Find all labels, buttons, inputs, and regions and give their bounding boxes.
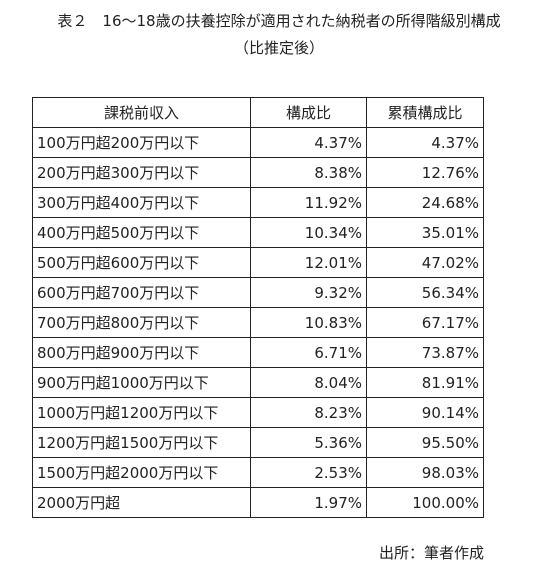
percentage: 73.87%	[366, 337, 484, 368]
percentage: 12.01%	[250, 247, 367, 278]
percentage: 56.34%	[366, 277, 484, 308]
percentage: 81.91%	[366, 367, 484, 398]
table-row: 700万円超800万円以下 10.83% 67.17%	[32, 307, 484, 338]
percentage: 11.92%	[250, 187, 367, 218]
income-bracket: 400万円超500万円以下	[32, 217, 251, 248]
income-bracket: 1200万円超1500万円以下	[32, 427, 251, 458]
percentage: 67.17%	[366, 307, 484, 338]
table-row: 100万円超200万円以下 4.37% 4.37%	[32, 127, 484, 158]
percentage: 8.38%	[250, 157, 367, 188]
table-row: 400万円超500万円以下 10.34% 35.01%	[32, 217, 484, 248]
percentage: 1.97%	[250, 487, 367, 518]
percentage: 90.14%	[366, 397, 484, 428]
table-row: 1200万円超1500万円以下 5.36% 95.50%	[32, 427, 484, 458]
percentage: 2.53%	[250, 457, 367, 488]
income-bracket: 700万円超800万円以下	[32, 307, 251, 338]
table-row: 900万円超1000万円以下 8.04% 81.91%	[32, 367, 484, 398]
subtitle: （比推定後）	[233, 39, 324, 57]
percentage: 12.76%	[366, 157, 484, 188]
table-row: 800万円超900万円以下 6.71% 73.87%	[32, 337, 484, 368]
percentage: 35.01%	[366, 217, 484, 248]
percentage: 10.34%	[250, 217, 367, 248]
income-bracket: 600万円超700万円以下	[32, 277, 251, 308]
table-row: 300万円超400万円以下 11.92% 24.68%	[32, 187, 484, 218]
percentage: 4.37%	[250, 127, 367, 158]
percentage: 47.02%	[366, 247, 484, 278]
income-bracket: 1500万円超2000万円以下	[32, 457, 251, 488]
column-header: 構成比	[250, 97, 367, 128]
income-bracket: 2000万円超	[32, 487, 251, 518]
header-row: 課税前収入 構成比 累積構成比	[32, 97, 484, 128]
table-row: 200万円超300万円以下 8.38% 12.76%	[32, 157, 484, 188]
percentage: 8.23%	[250, 397, 367, 428]
table-row: 500万円超600万円以下 12.01% 47.02%	[32, 247, 484, 278]
column-header: 課税前収入	[32, 97, 251, 128]
percentage: 6.71%	[250, 337, 367, 368]
percentage: 24.68%	[366, 187, 484, 218]
percentage: 4.37%	[366, 127, 484, 158]
income-bracket: 500万円超600万円以下	[32, 247, 251, 278]
column-header: 累積構成比	[366, 97, 484, 128]
percentage: 9.32%	[250, 277, 367, 308]
percentage: 95.50%	[366, 427, 484, 458]
income-bracket: 1000万円超1200万円以下	[32, 397, 251, 428]
table-row: 2000万円超 1.97% 100.00%	[32, 487, 484, 518]
table-row: 1500万円超2000万円以下 2.53% 98.03%	[32, 457, 484, 488]
income-bracket: 800万円超900万円以下	[32, 337, 251, 368]
income-bracket: 200万円超300万円以下	[32, 157, 251, 188]
percentage: 5.36%	[250, 427, 367, 458]
income-table: 課税前収入 構成比 累積構成比 100万円超200万円以下 4.37% 4.37% 200…	[32, 97, 484, 518]
source: 出所：筆者作成	[378, 544, 484, 562]
table-row: 1000万円超1200万円以下 8.23% 90.14%	[32, 397, 484, 428]
percentage: 8.04%	[250, 367, 367, 398]
percentage: 10.83%	[250, 307, 367, 338]
income-bracket: 900万円超1000万円以下	[32, 367, 251, 398]
percentage: 98.03%	[366, 457, 484, 488]
income-bracket: 100万円超200万円以下	[32, 127, 251, 158]
percentage: 100.00%	[366, 487, 484, 518]
table-row: 600万円超700万円以下 9.32% 56.34%	[32, 277, 484, 308]
income-bracket: 300万円超400万円以下	[32, 187, 251, 218]
title: 表２ 16〜18歳の扶養控除が適用された納税者の所得階級別構成	[57, 12, 501, 30]
